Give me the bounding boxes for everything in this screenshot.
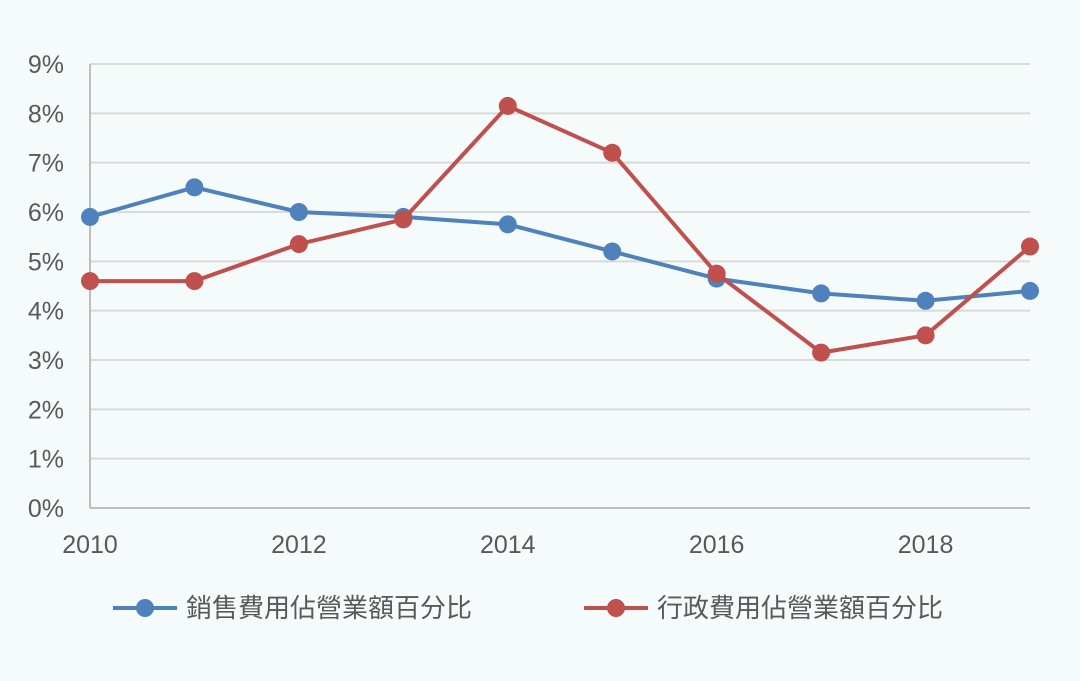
data-point xyxy=(1021,281,1039,300)
data-point xyxy=(81,272,99,291)
series-0 xyxy=(81,178,1039,310)
y-tick-label: 0% xyxy=(28,495,64,523)
legend-item-0: 銷售費用佔營業額百分比 xyxy=(113,594,472,624)
data-point xyxy=(603,143,622,162)
y-tick-label: 2% xyxy=(28,396,64,424)
y-tick-label: 3% xyxy=(28,347,64,375)
data-point xyxy=(289,203,308,221)
data-point xyxy=(498,96,517,115)
data-point xyxy=(812,343,831,362)
legend-label: 銷售費用佔營業額百分比 xyxy=(186,594,472,624)
legend-swatch-marker xyxy=(136,599,154,617)
data-point xyxy=(603,242,622,261)
y-tick-label: 4% xyxy=(28,298,64,326)
data-point xyxy=(289,235,308,254)
series-line xyxy=(88,103,1032,355)
data-point xyxy=(185,272,204,291)
x-tick-label: 2016 xyxy=(689,531,745,559)
series-line xyxy=(88,185,1032,303)
series-lines xyxy=(81,96,1039,362)
x-axis-tick-labels: 2010 2012 2014 2016 2018 xyxy=(62,531,953,559)
y-tick-label: 9% xyxy=(28,51,64,79)
data-point xyxy=(81,207,99,226)
x-tick-label: 2010 xyxy=(62,531,118,559)
x-tick-label: 2012 xyxy=(271,531,327,559)
legend-label: 行政費用佔營業額百分比 xyxy=(657,594,943,624)
data-point xyxy=(707,264,726,283)
data-point xyxy=(812,284,831,303)
legend-item-1: 行政費用佔營業額百分比 xyxy=(584,594,943,624)
data-point xyxy=(185,178,204,197)
data-point xyxy=(498,215,517,234)
x-tick-label: 2014 xyxy=(480,531,536,559)
series-1 xyxy=(81,96,1039,362)
legend: 銷售費用佔營業額百分比 行政費用佔營業額百分比 xyxy=(113,594,943,624)
data-point xyxy=(1021,237,1039,256)
y-tick-label: 1% xyxy=(28,446,64,474)
y-tick-label: 7% xyxy=(28,150,64,178)
y-tick-label: 5% xyxy=(28,248,64,276)
data-point xyxy=(394,210,413,229)
y-axis-tick-labels: 0% 1% 2% 3% 4% 5% 6% 7% 8% 9% xyxy=(28,51,64,523)
y-tick-label: 8% xyxy=(28,100,64,128)
gridlines xyxy=(90,63,1030,460)
legend-swatch-marker xyxy=(607,599,625,617)
x-tick-label: 2018 xyxy=(898,531,954,559)
data-point xyxy=(916,291,935,310)
data-point xyxy=(916,326,935,345)
y-tick-label: 6% xyxy=(28,199,64,227)
